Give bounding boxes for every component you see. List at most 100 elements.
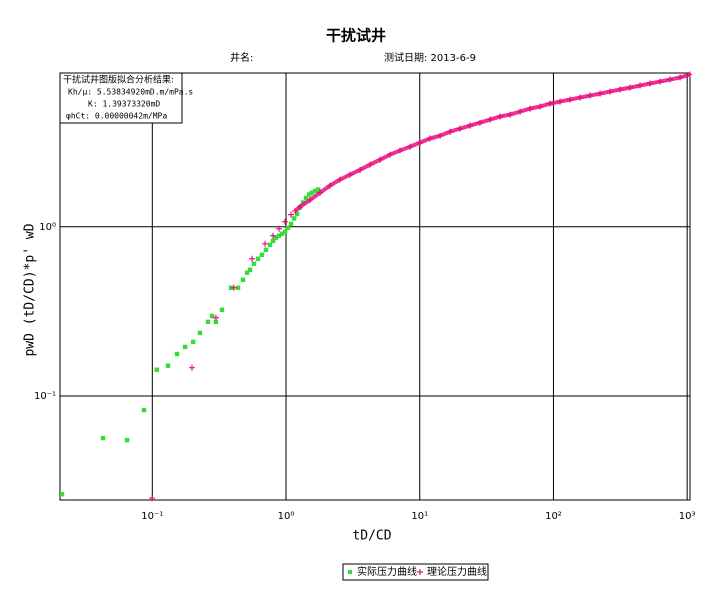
data-point (255, 256, 261, 261)
plot-frame (59, 72, 691, 501)
data-point (537, 103, 544, 110)
data-point (276, 225, 283, 232)
data-point (235, 285, 241, 290)
data-point (270, 238, 276, 244)
data-point (377, 156, 384, 163)
data-point (417, 139, 424, 146)
data-point (336, 176, 343, 183)
data-point (230, 284, 237, 291)
data-point (262, 240, 269, 247)
data-point (273, 235, 279, 240)
y-axis-label: pwD (tD/CD)*p' wD (23, 223, 38, 356)
data-point (174, 351, 180, 357)
data-point (326, 182, 333, 189)
data-point (306, 196, 313, 203)
data-point (165, 363, 171, 368)
data-point (687, 71, 692, 78)
data-point (249, 255, 256, 262)
chart-title: 干扰试井 (326, 27, 386, 45)
theory-band (293, 72, 691, 213)
data-point (476, 119, 483, 126)
data-point (527, 105, 534, 112)
legend-swatch (417, 569, 423, 575)
data-point (279, 231, 285, 236)
data-point (667, 76, 674, 83)
data-point (197, 330, 203, 336)
data-point (657, 78, 664, 85)
data-point (100, 435, 106, 441)
data-point (288, 221, 294, 227)
data-point (282, 218, 289, 225)
x-tick-label: 10⁻¹ (141, 511, 163, 522)
legend-label: 实际压力曲线 (357, 565, 417, 578)
data-point (154, 367, 159, 372)
data-point (270, 232, 277, 239)
y-tick-label: 10⁰ (39, 222, 56, 233)
data-point (367, 161, 374, 168)
data-point (577, 94, 584, 101)
data-point (517, 108, 524, 115)
data-point (60, 491, 65, 497)
data-point (647, 80, 654, 87)
data-point (487, 116, 494, 123)
data-point (219, 307, 225, 313)
data-point (285, 225, 291, 230)
info-line: 干扰试井图版拟合分析结果: (63, 74, 174, 86)
legend-swatch (348, 570, 352, 574)
data-point (677, 74, 684, 81)
data-point (247, 267, 253, 272)
info-line: φhCt: 0.00000042m/MPa (66, 112, 167, 121)
info-box (59, 72, 183, 124)
data-point (149, 495, 156, 502)
data-point (347, 171, 354, 178)
data-point (312, 188, 318, 194)
data-point (426, 135, 433, 142)
data-point (188, 364, 195, 371)
data-point (317, 189, 324, 196)
info-line: K: 1.39373320mD (88, 100, 160, 109)
data-point (407, 143, 414, 150)
data-point (276, 233, 282, 238)
data-point (357, 166, 364, 173)
data-point (209, 313, 215, 319)
data-point (437, 132, 444, 139)
x-tick-label: 10³ (679, 511, 696, 522)
data-point (182, 344, 188, 350)
legend (342, 563, 489, 581)
test-date: 测试日期: 2013-6-9 (384, 51, 476, 64)
data-point (447, 128, 454, 135)
data-point (507, 111, 514, 118)
legend-label: 理论压力曲线 (427, 565, 487, 578)
data-point (456, 125, 463, 132)
data-point (244, 270, 250, 275)
data-point (205, 319, 211, 325)
data-point (567, 96, 574, 103)
data-point (627, 84, 634, 91)
data-point (497, 113, 504, 120)
data-point (303, 195, 309, 201)
data-point (397, 147, 404, 154)
x-axis-label: tD/CD (352, 529, 391, 544)
data-point (213, 319, 219, 325)
data-point (282, 229, 288, 234)
data-point (291, 216, 297, 221)
data-point (597, 90, 604, 97)
data-layer (60, 71, 692, 502)
data-point (607, 88, 614, 95)
data-point (617, 86, 624, 93)
data-point (557, 98, 564, 105)
info-line: Kh/μ: 5.53834920mD.m/mPa.s (68, 88, 193, 97)
data-point (294, 211, 300, 217)
data-point (267, 242, 273, 248)
data-point (124, 437, 130, 443)
well-label: 井名: (230, 51, 253, 64)
x-tick-label: 10⁰ (278, 511, 295, 522)
data-point (292, 207, 299, 214)
y-tick-label: 10⁻¹ (34, 391, 56, 402)
data-point (309, 190, 315, 195)
data-point (251, 261, 257, 267)
data-point (587, 92, 594, 99)
data-point (240, 277, 246, 282)
data-point (263, 247, 269, 252)
